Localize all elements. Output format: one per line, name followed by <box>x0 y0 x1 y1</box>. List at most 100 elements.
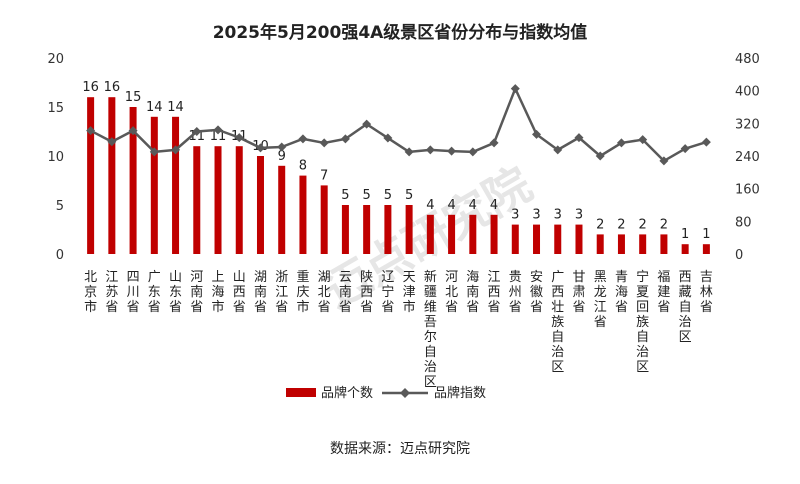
y-left-tick-label: 15 <box>47 101 64 116</box>
bar <box>87 97 95 254</box>
line-point <box>319 138 329 148</box>
line-point <box>171 145 181 155</box>
y-right-tick-label: 400 <box>735 85 760 100</box>
x-axis-categories: 北京市江苏省四川省广东省山东省河南省上海市山西省湖南省浙江省重庆市湖北省云南省陕… <box>84 269 713 390</box>
bar-data-label: 8 <box>299 159 307 174</box>
bar <box>235 146 243 254</box>
bar <box>426 214 434 254</box>
line-point <box>128 126 138 136</box>
bar-data-label: 11 <box>189 129 206 144</box>
y-left-tick-label: 10 <box>47 150 64 165</box>
y-left-tick-label: 0 <box>56 248 64 263</box>
y-left-tick-label: 20 <box>47 52 64 67</box>
line-point <box>638 135 648 145</box>
line-point <box>213 125 223 135</box>
line-point <box>510 84 520 94</box>
bar <box>469 214 477 254</box>
bar-data-label: 3 <box>554 208 562 223</box>
line-point <box>489 138 499 148</box>
line-point <box>86 126 96 136</box>
y-right-tick-label: 240 <box>735 150 760 165</box>
y-right-tick-label: 0 <box>735 248 743 263</box>
bar-data-label: 4 <box>490 198 498 213</box>
x-category-label: 河北省 <box>445 270 458 315</box>
bar-data-label: 9 <box>278 149 286 164</box>
bar-data-label: 7 <box>320 168 328 183</box>
line-point <box>425 145 435 155</box>
bar-data-label: 3 <box>575 208 583 223</box>
x-category-label: 河南省 <box>190 270 203 315</box>
y-axis-right: 0 80 160 240 320 400 480 <box>735 52 760 263</box>
bars-group <box>87 97 710 254</box>
bar <box>617 234 625 254</box>
x-category-label: 上海市 <box>212 270 225 315</box>
x-category-label: 安徽省 <box>530 270 543 315</box>
bar-data-label: 5 <box>384 188 392 203</box>
x-category-label: 陕西省 <box>360 270 373 315</box>
x-category-label: 甘肃省 <box>572 270 585 315</box>
bar-data-label: 1 <box>702 227 710 242</box>
legend-swatch-bars <box>286 388 316 397</box>
bar <box>596 234 604 254</box>
line-series-group <box>86 84 711 166</box>
bar <box>341 205 349 254</box>
line-point <box>192 127 202 136</box>
x-category-label: 新疆维吾尔自治区 <box>424 269 437 390</box>
x-category-label: 山东省 <box>169 270 182 315</box>
bar <box>490 214 498 254</box>
line-point <box>680 144 690 154</box>
line-point <box>298 134 308 144</box>
bar-data-label: 11 <box>210 129 227 144</box>
bar-data-label: 1 <box>681 227 689 242</box>
x-category-label: 天津市 <box>403 270 416 315</box>
y-right-tick-label: 480 <box>735 52 760 67</box>
x-category-label: 湖南省 <box>254 270 267 315</box>
x-category-label: 黑龙江省 <box>594 270 607 330</box>
bar <box>681 244 689 254</box>
bar-data-label: 2 <box>617 217 625 232</box>
line-point <box>701 137 711 147</box>
bar-data-label: 2 <box>596 217 604 232</box>
x-category-label: 广西壮族自治区 <box>551 270 564 375</box>
x-category-label: 辽宁省 <box>381 270 394 315</box>
x-category-label: 北京市 <box>84 270 97 315</box>
bar-data-label: 14 <box>167 100 184 115</box>
bar <box>639 234 647 254</box>
bar <box>299 175 307 254</box>
bar-labels-group: 161615141411111110987555544443333222211 <box>82 80 710 242</box>
x-category-label: 四川省 <box>127 270 140 315</box>
line-point <box>574 133 584 143</box>
bar <box>448 214 456 254</box>
bar <box>575 224 583 254</box>
x-category-label: 海南省 <box>466 270 479 315</box>
bar-data-label: 15 <box>125 90 142 105</box>
bar-data-label: 5 <box>341 188 349 203</box>
line-point <box>383 133 393 143</box>
legend: 品牌个数 品牌指数 <box>286 385 486 401</box>
x-category-label: 湖北省 <box>318 270 331 315</box>
bar <box>129 107 137 254</box>
x-category-label: 广东省 <box>148 270 161 315</box>
line-point <box>149 147 159 157</box>
x-category-label: 江西省 <box>488 270 501 315</box>
y-right-tick-label: 80 <box>735 215 752 230</box>
line-point <box>340 134 350 144</box>
source-note: 数据来源：迈点研究院 <box>330 441 470 457</box>
bar <box>405 205 413 254</box>
x-category-label: 云南省 <box>339 270 352 315</box>
x-category-label: 江苏省 <box>105 270 118 315</box>
line-point <box>553 145 563 155</box>
line-point <box>468 147 478 157</box>
line-point <box>107 137 117 147</box>
bar <box>278 165 286 254</box>
y-right-tick-label: 320 <box>735 117 760 132</box>
bar <box>256 156 264 254</box>
bar-data-label: 3 <box>511 208 519 223</box>
bar <box>702 244 710 254</box>
bar-data-label: 4 <box>426 198 434 213</box>
x-category-label: 贵州省 <box>509 270 522 315</box>
line-point <box>234 133 244 143</box>
bar <box>172 116 180 254</box>
legend-label-bars: 品牌个数 <box>321 385 373 401</box>
